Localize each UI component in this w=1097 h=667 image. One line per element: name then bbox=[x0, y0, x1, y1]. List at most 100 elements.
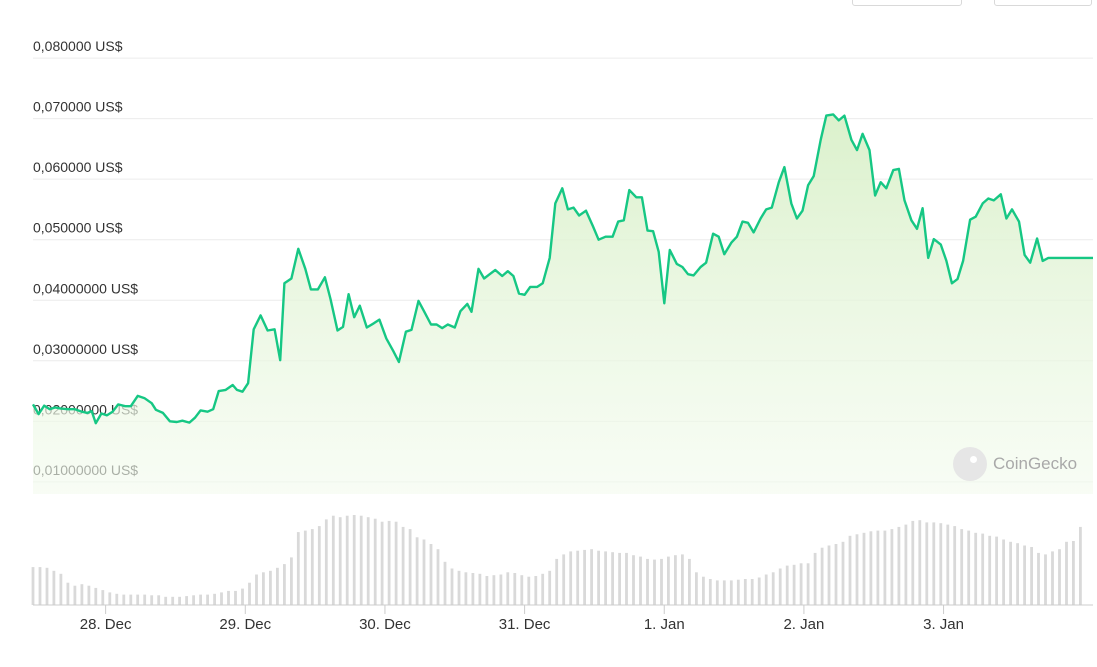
volume-bar bbox=[1044, 554, 1047, 605]
volume-bar bbox=[827, 545, 831, 605]
volume-bar bbox=[750, 579, 754, 605]
x-tick-label: 3. Jan bbox=[923, 616, 964, 633]
volume-bar bbox=[813, 552, 817, 605]
volume-bar bbox=[317, 526, 321, 605]
volume-bar bbox=[73, 585, 77, 605]
volume-bar bbox=[1002, 539, 1005, 605]
volume-bar bbox=[1037, 552, 1040, 605]
volume-bar bbox=[702, 576, 705, 605]
volume-bar bbox=[345, 515, 349, 605]
volume-bar bbox=[799, 563, 803, 605]
volume-bar bbox=[52, 570, 56, 605]
volume-bar bbox=[122, 594, 126, 605]
volume-bar bbox=[471, 573, 475, 605]
volume-bar bbox=[569, 551, 573, 605]
volume-bar bbox=[213, 593, 216, 605]
volume-bar bbox=[618, 552, 621, 605]
volume-bar bbox=[632, 555, 635, 605]
volume-bar bbox=[653, 559, 656, 605]
volume-bar bbox=[1016, 543, 1019, 605]
volume-bar bbox=[960, 529, 964, 605]
volume-bar bbox=[625, 552, 628, 605]
volume-bar bbox=[681, 554, 684, 605]
volume-bar bbox=[918, 520, 922, 605]
volume-bar bbox=[143, 594, 147, 605]
volume-bar bbox=[729, 580, 733, 605]
range-button-right[interactable] bbox=[994, 0, 1092, 6]
volume-bar bbox=[764, 574, 768, 605]
volume-bar bbox=[715, 580, 719, 605]
volume-bar bbox=[276, 567, 279, 605]
volume-bar bbox=[1009, 541, 1012, 605]
volume-bar bbox=[129, 594, 133, 605]
volume-bar bbox=[1065, 541, 1068, 605]
volume-bar bbox=[136, 594, 140, 605]
volume-bar bbox=[464, 572, 468, 605]
volume-bar bbox=[45, 567, 49, 605]
range-button-left[interactable] bbox=[852, 0, 962, 6]
volume-bar bbox=[660, 558, 663, 605]
y-tick-label: 0,04000000 US$ bbox=[33, 280, 138, 296]
y-tick-label: 0,070000 US$ bbox=[33, 99, 123, 115]
volume-bar bbox=[841, 541, 845, 605]
volume-bar bbox=[220, 592, 223, 605]
volume-bar bbox=[248, 582, 251, 605]
volume-bar bbox=[953, 526, 957, 605]
volume-bar bbox=[262, 572, 265, 605]
price-area-fill bbox=[33, 114, 1093, 495]
volume-bar bbox=[499, 574, 503, 605]
volume-bar bbox=[576, 550, 580, 605]
volume-bar bbox=[534, 576, 538, 605]
volume-bar bbox=[290, 557, 293, 605]
volume-bar bbox=[366, 517, 370, 605]
volume-bar bbox=[429, 544, 433, 605]
volume-bar bbox=[883, 530, 887, 605]
volume-bar bbox=[171, 596, 175, 605]
volume-bar bbox=[303, 530, 307, 605]
volume-bar bbox=[590, 549, 593, 605]
volume-bar bbox=[708, 579, 712, 605]
volume-bar bbox=[150, 595, 154, 605]
volume-bar bbox=[1030, 547, 1033, 605]
coingecko-watermark: CoinGecko bbox=[953, 447, 1077, 481]
volume-bar bbox=[492, 575, 496, 605]
volume-bar bbox=[108, 592, 112, 605]
volume-bar bbox=[422, 539, 426, 605]
volume-bar bbox=[164, 596, 168, 605]
volume-bar bbox=[450, 568, 454, 605]
volume-bar bbox=[38, 567, 42, 605]
volume-bar bbox=[778, 568, 782, 605]
volume-bar bbox=[646, 558, 649, 605]
volume-bar bbox=[548, 570, 552, 605]
volume-bar bbox=[736, 579, 740, 605]
x-tick-label: 1. Jan bbox=[644, 616, 685, 633]
y-tick-label: 0,080000 US$ bbox=[33, 38, 123, 54]
volume-bar bbox=[562, 554, 566, 605]
volume-bar bbox=[192, 595, 195, 605]
y-tick-label: 0,050000 US$ bbox=[33, 220, 123, 236]
x-tick-label: 31. Dec bbox=[499, 616, 551, 633]
volume-bar bbox=[541, 573, 545, 605]
volume-bar bbox=[743, 579, 747, 605]
volume-bar bbox=[1051, 551, 1054, 605]
volume-bar bbox=[255, 574, 258, 605]
volume-bar bbox=[555, 558, 559, 605]
volume-bar bbox=[932, 522, 936, 605]
volume-bar bbox=[527, 576, 531, 605]
coingecko-logo-icon bbox=[953, 447, 987, 481]
volume-bar bbox=[667, 556, 670, 605]
volume-bar bbox=[199, 594, 202, 605]
volume-bar bbox=[946, 524, 950, 605]
volume-bar bbox=[695, 572, 698, 605]
volume-bar bbox=[94, 587, 98, 605]
volume-bar bbox=[359, 515, 363, 605]
volume-bar bbox=[862, 532, 866, 605]
volume-bar bbox=[583, 549, 586, 605]
volume-bar bbox=[911, 520, 915, 605]
volume-bar bbox=[506, 572, 510, 605]
volume-bar bbox=[771, 572, 775, 605]
volume-bar bbox=[283, 564, 286, 605]
volume-bar bbox=[241, 588, 244, 605]
volume-bar bbox=[1072, 541, 1075, 605]
